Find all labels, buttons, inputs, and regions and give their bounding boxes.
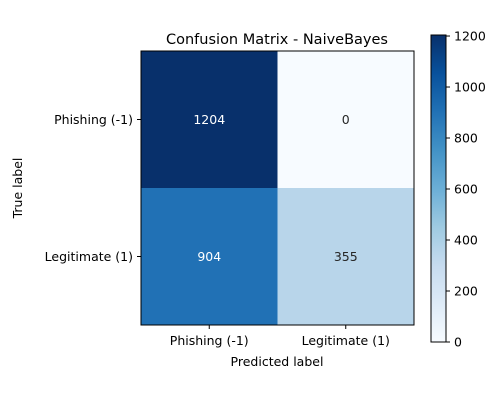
colorbar-tick-label: 1200 [454, 29, 486, 44]
x-tick-label: Phishing (-1) [170, 333, 249, 348]
colorbar-tick-label: 800 [454, 131, 478, 146]
matrix-cell [141, 51, 278, 188]
matrix-cell [141, 188, 278, 325]
matrix-cell [277, 188, 414, 325]
cell-value-label: 904 [197, 249, 221, 264]
chart-title: Confusion Matrix - NaiveBayes [166, 32, 388, 48]
matrix-frame [140, 50, 415, 326]
cell-value-label: 355 [334, 249, 358, 264]
colorbar-ticks: 0 200 400 600 800 1000 1200 [446, 29, 486, 350]
y-tick-label: Phishing (-1) [54, 112, 133, 127]
y-axis-ticks: Phishing (-1) Legitimate (1) [45, 112, 141, 264]
cell-value-label: 1204 [193, 112, 225, 127]
colorbar-tick-label: 0 [454, 335, 462, 350]
matrix-cells: 1204 0 904 355 [141, 51, 414, 325]
matrix-cell [277, 51, 414, 188]
colorbar-tick-label: 400 [454, 233, 478, 248]
x-axis-label: Predicted label [231, 354, 324, 369]
x-tick-label: Legitimate (1) [302, 333, 390, 348]
colorbar-tick-label: 1000 [454, 80, 486, 95]
y-axis-label: True label [10, 158, 25, 220]
colorbar-tick-label: 600 [454, 182, 478, 197]
colorbar [430, 34, 447, 343]
y-tick-label: Legitimate (1) [45, 249, 133, 264]
cell-value-label: 0 [342, 112, 350, 127]
x-axis-ticks: Phishing (-1) Legitimate (1) [170, 325, 390, 348]
colorbar-tick-label: 200 [454, 284, 478, 299]
